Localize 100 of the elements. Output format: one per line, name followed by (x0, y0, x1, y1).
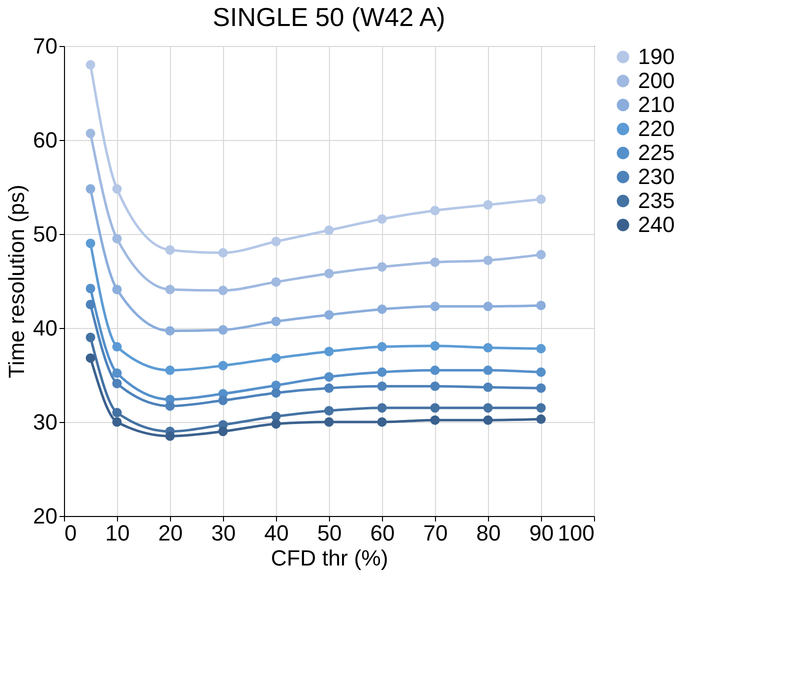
point (483, 256, 493, 266)
point (536, 403, 546, 413)
point (377, 403, 387, 413)
legend-label: 225 (638, 140, 675, 165)
point (377, 214, 387, 224)
legend-label: 200 (638, 68, 675, 93)
point (112, 184, 122, 194)
x-tick-label: 60 (370, 520, 395, 546)
point (536, 250, 546, 260)
y-tick-label: 70 (33, 34, 58, 58)
point (165, 326, 175, 336)
point (430, 341, 440, 351)
legend-label: 235 (638, 188, 675, 213)
point (112, 368, 122, 378)
point (430, 206, 440, 216)
point (483, 302, 493, 312)
point (112, 408, 122, 418)
point (536, 344, 546, 354)
x-tick-label: 20 (158, 520, 183, 546)
point (377, 382, 387, 392)
y-tick-label: 40 (33, 316, 58, 340)
point (86, 238, 96, 248)
point (377, 262, 387, 272)
point (165, 431, 175, 441)
point (165, 284, 175, 294)
point (112, 378, 122, 388)
point (377, 417, 387, 427)
point (324, 268, 334, 278)
x-tick-label: 0 (64, 520, 77, 546)
point (377, 367, 387, 377)
legend-label: 230 (638, 164, 675, 189)
x-tick-label: 90 (529, 520, 554, 546)
x-tick-label: 50 (317, 520, 342, 546)
point (536, 300, 546, 310)
point (483, 200, 493, 210)
point (483, 415, 493, 425)
x-tick-label: 10 (105, 520, 130, 546)
legend-label: 220 (638, 116, 675, 141)
point (377, 342, 387, 352)
point (324, 226, 334, 235)
point (218, 360, 228, 370)
point (271, 419, 281, 429)
point (483, 403, 493, 413)
legend-label: 240 (638, 212, 675, 237)
point (86, 284, 96, 294)
point (430, 415, 440, 425)
point (86, 184, 96, 194)
point (271, 316, 281, 326)
point (536, 414, 546, 424)
point (430, 403, 440, 413)
point (112, 234, 122, 244)
point (324, 383, 334, 393)
point (86, 128, 96, 138)
point (430, 257, 440, 267)
point (86, 300, 96, 310)
point (218, 248, 228, 258)
point (271, 277, 281, 287)
x-tick-label: 100 (558, 520, 594, 546)
point (165, 401, 175, 411)
x-tick-label: 70 (423, 520, 448, 546)
legend-label: 210 (638, 92, 675, 117)
point (536, 194, 546, 204)
point (86, 332, 96, 342)
point (324, 417, 334, 427)
y-axis-title: Time resolution (ps) (4, 184, 30, 378)
point (536, 367, 546, 377)
point (483, 382, 493, 392)
y-tick-label: 50 (33, 222, 58, 246)
chart-title: SINGLE 50 (W42 A) (212, 2, 446, 32)
point (430, 302, 440, 312)
point (430, 382, 440, 392)
point (271, 353, 281, 363)
x-tick-label: 30 (211, 520, 236, 546)
point (86, 353, 96, 363)
point (271, 236, 281, 246)
point (324, 406, 334, 416)
point (218, 396, 228, 406)
point (112, 284, 122, 294)
point (324, 372, 334, 382)
x-tick-label: 40 (264, 520, 289, 546)
point (112, 417, 122, 427)
x-axis-title: CFD thr (%) (270, 546, 388, 570)
point (483, 343, 493, 352)
point (112, 342, 122, 352)
point (324, 346, 334, 356)
y-tick-label: 60 (33, 128, 58, 152)
point (430, 366, 440, 376)
point (271, 388, 281, 398)
point (165, 245, 175, 255)
x-tick-label: 80 (476, 520, 501, 546)
point (377, 304, 387, 314)
point (218, 286, 228, 296)
y-tick-label: 30 (33, 410, 58, 434)
point (165, 366, 175, 376)
point (86, 60, 96, 70)
legend-label: 190 (638, 44, 675, 69)
point (536, 383, 546, 393)
y-tick-label: 20 (33, 504, 58, 528)
point (483, 366, 493, 376)
point (218, 426, 228, 436)
